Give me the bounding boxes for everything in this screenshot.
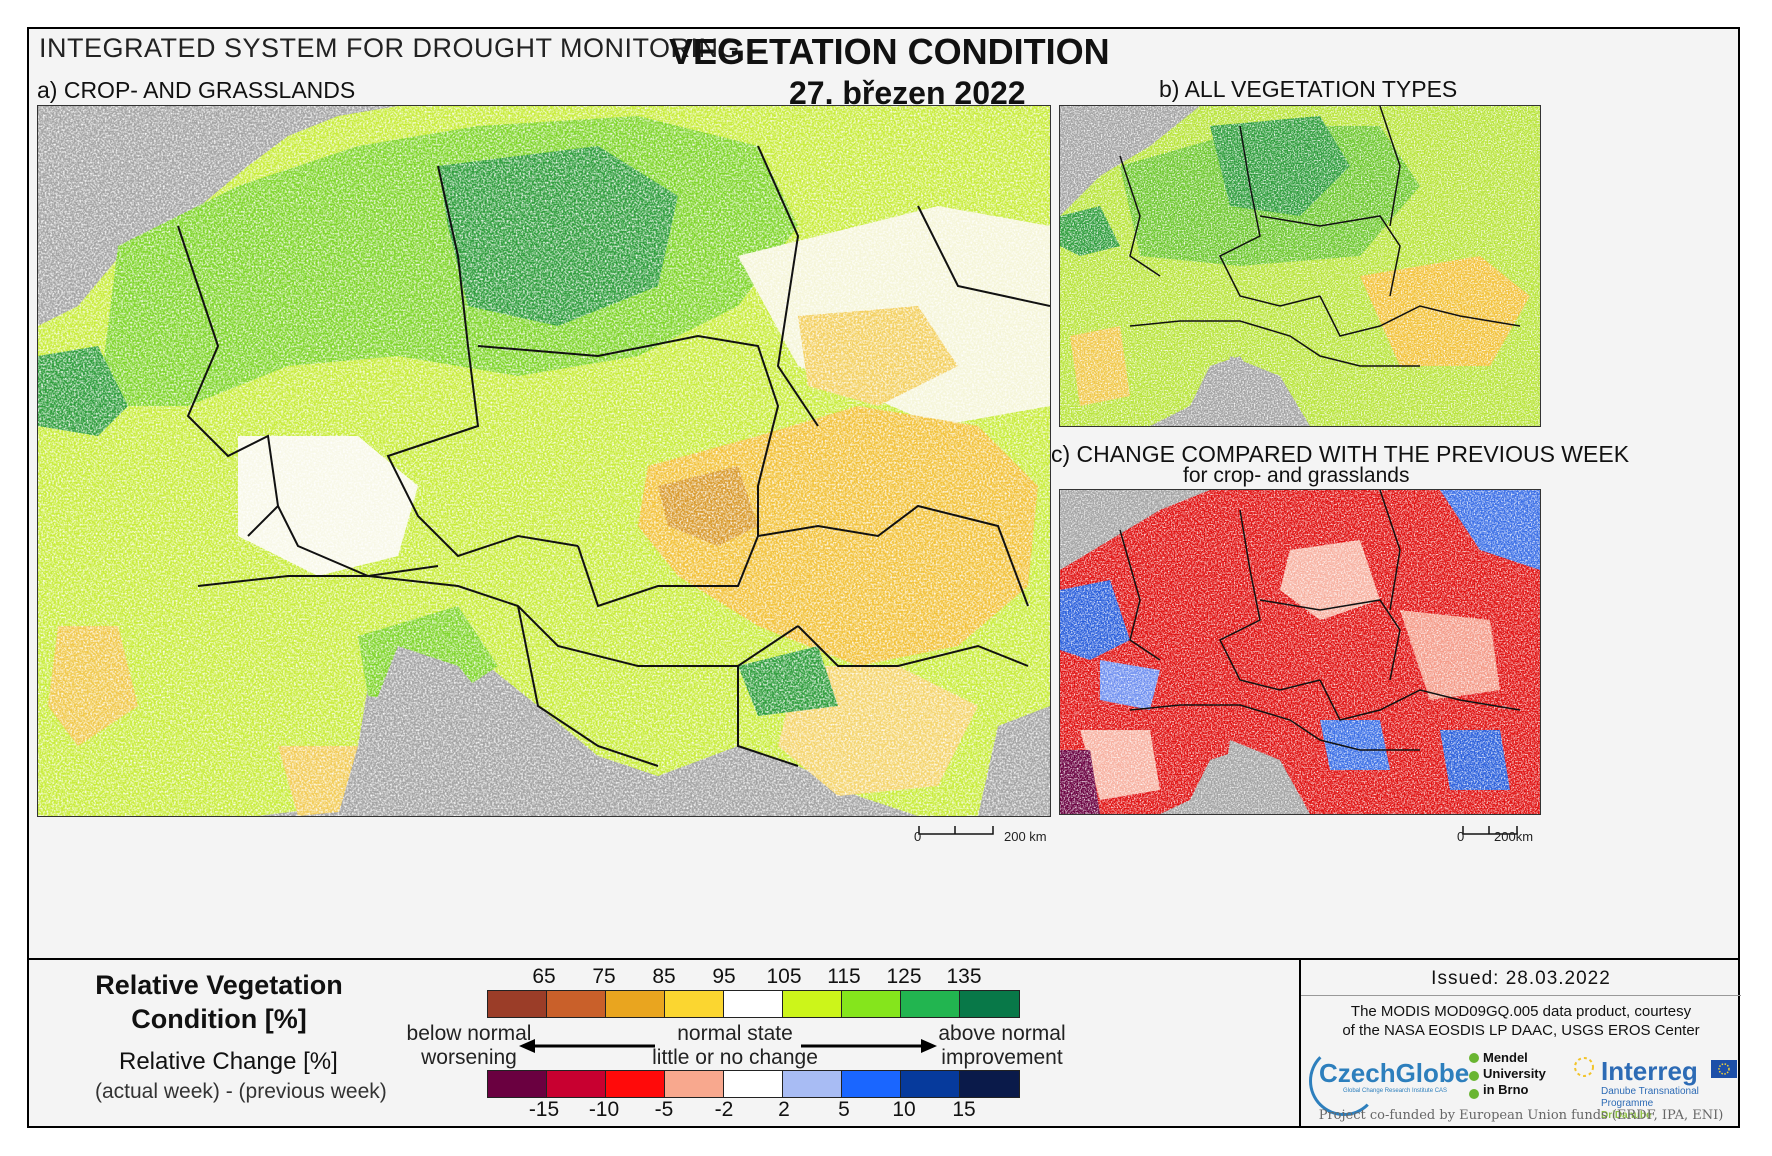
rvc-tick: 105 — [766, 965, 802, 988]
rc-swatch — [960, 1071, 1019, 1097]
rvc-swatch — [606, 991, 665, 1017]
rc-tick: 5 — [838, 1098, 850, 1121]
czechglobe-logo[interactable]: CzechGlobe — [1319, 1058, 1470, 1088]
map-panel-b[interactable] — [1059, 105, 1541, 427]
rvc-swatch — [724, 991, 783, 1017]
mendel-dots-icon — [1469, 1053, 1479, 1099]
normal-state-text: normal state little or no change — [652, 1022, 818, 1069]
map-c-canvas — [1060, 490, 1540, 814]
scale-c-zero: 0 — [1457, 829, 1465, 844]
rvc-ticks: 65 75 85 95 105 115 125 135 — [514, 965, 994, 989]
panel-a-label: a) CROP- AND GRASSLANDS — [37, 77, 356, 103]
rc-swatch — [842, 1071, 901, 1097]
rvc-swatch — [960, 991, 1019, 1017]
rvc-tick: 75 — [592, 965, 616, 988]
eu-flag-icon — [1711, 1060, 1737, 1078]
rc-swatch — [724, 1071, 783, 1097]
rvc-tick: 115 — [827, 965, 861, 988]
main-title: VEGETATION CONDITION — [669, 31, 1110, 72]
rvc-tick: 65 — [532, 965, 556, 988]
scale-bar-c-icon — [1462, 826, 1518, 835]
czechglobe-logo-ring-icon — [1309, 1046, 1379, 1116]
interreg-subtitle: Danube Transnational Programme DriDanube — [1601, 1086, 1699, 1121]
rc-ticks: -15 -10 -5 -2 2 5 10 15 — [514, 1098, 994, 1122]
map-b-canvas — [1060, 106, 1540, 426]
rc-tick: -15 — [528, 1098, 560, 1121]
rc-color-scale — [487, 1070, 1020, 1098]
rvc-tick: 95 — [712, 965, 736, 988]
info-divider — [1301, 995, 1741, 996]
rc-swatch — [783, 1071, 842, 1097]
rvc-swatch — [665, 991, 724, 1017]
rvc-swatch — [901, 991, 960, 1017]
rc-tick: -5 — [654, 1098, 674, 1121]
rvc-color-scale — [487, 990, 1020, 1018]
map-sheet: INTEGRATED SYSTEM FOR DROUGHT MONITORING… — [27, 27, 1741, 1128]
rc-title: Relative Change [%] — [119, 1048, 338, 1075]
rc-swatch — [901, 1071, 960, 1097]
scale-a-dist: 200 km — [1004, 829, 1047, 844]
map-panel-a[interactable] — [37, 105, 1051, 817]
panel-c-label: c) CHANGE COMPARED WITH THE PREVIOUS WEE… — [1051, 441, 1630, 467]
rc-subtitle: (actual week) - (previous week) — [95, 1080, 387, 1103]
scale-c — [1461, 824, 1521, 841]
rc-tick: 15 — [952, 1098, 976, 1121]
mendel-logo[interactable]: Mendel University in Brno — [1483, 1050, 1546, 1097]
data-credit: The MODIS MOD09GQ.005 data product, cour… — [1342, 1003, 1700, 1039]
scale-a-zero: 0 — [914, 829, 922, 844]
scale-bar-a-icon — [918, 826, 994, 835]
cofunded-note: Project co-funded by European Union fund… — [1318, 1108, 1724, 1123]
left-arrow-icon — [519, 1039, 655, 1053]
rc-tick: 2 — [778, 1098, 790, 1121]
panel-c-sublabel: for crop- and grasslands — [1183, 464, 1410, 487]
rvc-swatch — [547, 991, 606, 1017]
rvc-title-line1: Relative Vegetation — [95, 970, 343, 1000]
scale-a — [917, 824, 997, 841]
panel-b-label: b) ALL VEGETATION TYPES — [1159, 76, 1458, 102]
rc-tick: -2 — [714, 1098, 734, 1121]
interreg-logo[interactable]: Interreg — [1601, 1056, 1698, 1086]
rvc-tick: 85 — [652, 965, 676, 988]
info-box: Issued: 28.03.2022 The MODIS MOD09GQ.005… — [1299, 960, 1741, 1128]
issued-date: Issued: 28.03.2022 — [1431, 968, 1611, 989]
map-a-canvas — [38, 106, 1050, 816]
map-panel-c[interactable] — [1059, 489, 1541, 815]
rc-tick: -10 — [588, 1098, 620, 1121]
rc-swatch — [547, 1071, 606, 1097]
rvc-swatch — [842, 991, 901, 1017]
rc-swatch — [606, 1071, 665, 1097]
legend-area: Relative Vegetation Condition [%] Relati… — [29, 958, 1741, 1128]
rc-swatch — [665, 1071, 724, 1097]
rvc-tick: 125 — [886, 965, 922, 988]
czechglobe-logo-sub: Global Change Research Institute CAS — [1343, 1088, 1448, 1094]
interreg-star-icon — [1574, 1057, 1594, 1077]
system-title: INTEGRATED SYSTEM FOR DROUGHT MONITORING — [39, 33, 741, 63]
rvc-swatch — [783, 991, 842, 1017]
rvc-swatch — [488, 991, 547, 1017]
above-normal-text: above normal improvement — [938, 1022, 1066, 1069]
rc-swatch — [488, 1071, 547, 1097]
rvc-tick: 135 — [946, 965, 982, 988]
rvc-title-line2: Condition [%] — [131, 1004, 307, 1034]
below-normal-text: below normal worsening — [406, 1022, 532, 1069]
right-arrow-icon — [801, 1039, 937, 1053]
scale-c-dist: 200km — [1494, 829, 1534, 844]
rc-tick: 10 — [892, 1098, 916, 1121]
